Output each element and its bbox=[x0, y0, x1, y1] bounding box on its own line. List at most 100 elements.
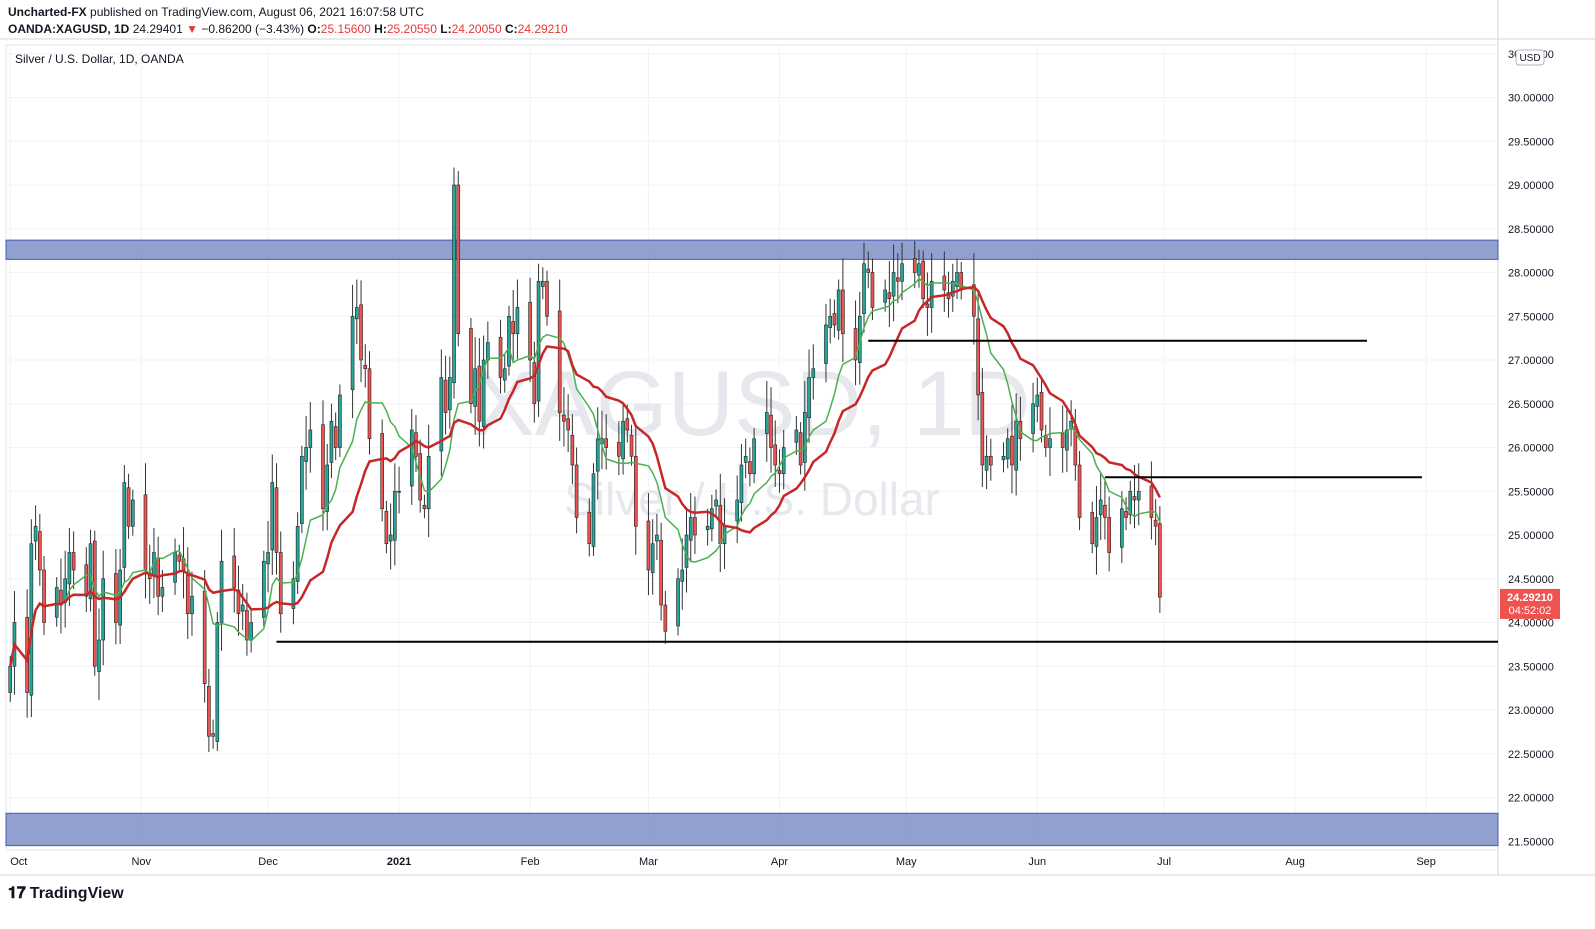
candle-up bbox=[308, 429, 313, 448]
candle-up bbox=[295, 525, 300, 582]
candle-up bbox=[388, 534, 393, 542]
candle-down bbox=[769, 414, 773, 448]
candle-up bbox=[304, 447, 308, 462]
candle-down bbox=[853, 328, 858, 361]
candle-up bbox=[54, 587, 59, 618]
candle-down bbox=[202, 590, 207, 685]
candle-up bbox=[173, 552, 177, 583]
candle-up bbox=[67, 552, 72, 585]
candle-up bbox=[917, 263, 921, 276]
candle-down bbox=[832, 313, 837, 326]
candle-down bbox=[693, 517, 697, 536]
candle-down bbox=[469, 328, 473, 405]
candle-down bbox=[912, 258, 917, 273]
candle-down bbox=[363, 364, 368, 370]
candle-up bbox=[325, 464, 330, 512]
candle-up bbox=[1094, 517, 1099, 547]
candle-up bbox=[215, 622, 220, 742]
candle-down bbox=[207, 686, 211, 737]
candle-down bbox=[1090, 511, 1095, 545]
y-tick-label: 28.00000 bbox=[1508, 268, 1554, 280]
tradingview-logo[interactable]: 𝟏𝟕 TradingView bbox=[8, 885, 124, 903]
y-tick-label: 22.00000 bbox=[1508, 793, 1554, 805]
x-tick-label: Jul bbox=[1157, 856, 1171, 868]
candle-down bbox=[333, 426, 338, 448]
close-value: 24.29210 bbox=[517, 22, 568, 36]
candle-down bbox=[84, 564, 89, 597]
candle-down bbox=[384, 511, 389, 545]
candle-up bbox=[1098, 499, 1103, 516]
candle-up bbox=[735, 499, 740, 522]
candle-up bbox=[950, 280, 955, 297]
last-price: 24.29401 bbox=[132, 22, 183, 36]
candle-up bbox=[680, 569, 685, 582]
candle-up bbox=[507, 315, 511, 367]
candle-up bbox=[447, 377, 452, 411]
candle-down bbox=[1060, 433, 1065, 448]
candle-up bbox=[714, 499, 718, 507]
candle-up bbox=[355, 307, 359, 320]
candle-up bbox=[803, 412, 807, 463]
candle-down bbox=[557, 310, 562, 413]
watermark-symbol: XAGUSD, 1D bbox=[473, 353, 1030, 455]
candle-down bbox=[545, 280, 549, 317]
publisher-line: Uncharted-FX published on TradingView.co… bbox=[8, 5, 424, 19]
candle-down bbox=[185, 574, 190, 615]
candle-down bbox=[232, 555, 237, 588]
y-tick-label: 21.50000 bbox=[1508, 836, 1554, 848]
candle-down bbox=[321, 424, 325, 510]
candle-down bbox=[972, 284, 976, 317]
candle-up bbox=[1005, 438, 1010, 460]
candle-up bbox=[291, 578, 296, 609]
x-tick-label: Apr bbox=[771, 856, 788, 868]
candle-down bbox=[587, 511, 592, 545]
candle-up bbox=[452, 184, 456, 384]
candle-down bbox=[663, 604, 668, 632]
candle-down bbox=[477, 365, 482, 422]
x-tick-label: May bbox=[896, 856, 917, 868]
low-label: L: bbox=[440, 22, 452, 36]
x-tick-label: Aug bbox=[1285, 856, 1305, 868]
candle-up bbox=[1035, 394, 1040, 407]
candle-up bbox=[900, 263, 904, 282]
candle-up bbox=[752, 438, 756, 475]
candle-up bbox=[824, 324, 828, 364]
candle-down bbox=[748, 461, 752, 475]
candle-down bbox=[625, 418, 630, 431]
candle-up bbox=[502, 368, 507, 381]
candle-up bbox=[393, 490, 397, 541]
candle-up bbox=[122, 482, 127, 568]
candle-down bbox=[456, 184, 461, 335]
candle-up bbox=[486, 342, 490, 361]
candle-up bbox=[481, 359, 486, 427]
symbol-label: OANDA:XAGUSD, 1D bbox=[8, 22, 130, 36]
candle-up bbox=[650, 543, 655, 573]
tradingview-logo-text: TradingView bbox=[29, 885, 124, 902]
x-tick-label: 2021 bbox=[387, 856, 411, 868]
candle-up bbox=[655, 534, 659, 542]
candles bbox=[8, 167, 1162, 752]
y-tick-label: 23.50000 bbox=[1508, 661, 1554, 673]
y-tick-label: 25.50000 bbox=[1508, 486, 1554, 498]
candle-up bbox=[764, 412, 769, 434]
candle-up bbox=[439, 377, 444, 452]
sr-zone bbox=[5, 812, 1499, 847]
candle-up bbox=[350, 315, 355, 391]
candle-down bbox=[532, 362, 537, 405]
candle-down bbox=[126, 487, 131, 527]
candle-up bbox=[836, 289, 841, 331]
candle-down bbox=[92, 540, 97, 667]
candle-up bbox=[1120, 508, 1124, 548]
candle-up bbox=[1065, 429, 1069, 451]
candle-down bbox=[42, 569, 46, 623]
candle-up bbox=[262, 560, 266, 618]
candle-up bbox=[591, 473, 596, 547]
candle-up bbox=[929, 280, 934, 308]
candle-down bbox=[866, 268, 871, 273]
candle-down bbox=[359, 304, 363, 361]
high-label: H: bbox=[374, 22, 387, 36]
candle-down bbox=[1103, 504, 1107, 518]
candle-down bbox=[1158, 523, 1162, 598]
candle-up bbox=[739, 464, 744, 503]
